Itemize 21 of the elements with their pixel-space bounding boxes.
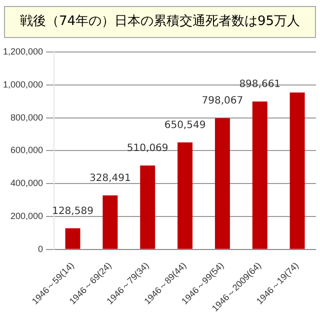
data-label: 798,067 (202, 96, 244, 107)
bar (140, 165, 156, 249)
bar (65, 228, 80, 249)
y-tick-label: 800,000 (10, 112, 44, 122)
bar (214, 118, 230, 249)
y-tick-label: 600,000 (10, 145, 44, 156)
y-tick-label: 0 (38, 244, 44, 254)
data-label: 128,589 (52, 206, 94, 217)
data-label: 328,491 (89, 172, 131, 184)
data-label: 650,549 (164, 120, 206, 131)
bar (102, 195, 118, 249)
bar (178, 142, 193, 249)
bar (252, 102, 268, 249)
data-label: 898,661 (239, 79, 281, 90)
chart-title: 戦後（74年の）日本の累積交通死者数は95万人 (4, 6, 316, 38)
y-tick-label: 1,000,000 (2, 79, 44, 90)
y-tick-label: 200,000 (10, 210, 44, 221)
data-label: 510,069 (126, 143, 168, 154)
bar (290, 92, 305, 249)
y-tick-label: 1,200,000 (2, 46, 44, 56)
y-tick-label: 400,000 (10, 178, 44, 188)
